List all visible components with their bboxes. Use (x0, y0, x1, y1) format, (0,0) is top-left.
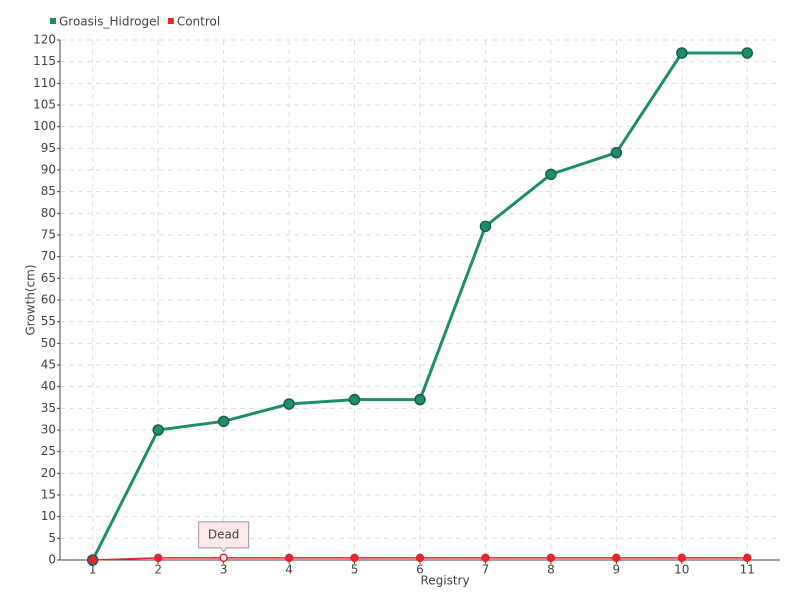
y-tick-label: 110 (33, 76, 56, 90)
x-tick-label: 3 (220, 563, 228, 577)
x-tick-label: 2 (154, 563, 162, 577)
x-axis-label: Registry (420, 574, 469, 588)
data-point (88, 555, 97, 565)
y-tick-label: 120 (33, 33, 56, 47)
y-tick-label: 40 (41, 379, 56, 393)
annotation-box (198, 521, 250, 553)
y-tick-label: 35 (41, 401, 56, 415)
x-tick-label: 6 (416, 563, 424, 577)
x-tick-label: 8 (547, 563, 555, 577)
y-tick-label: 90 (41, 163, 56, 177)
data-point (152, 424, 164, 436)
data-point (677, 553, 687, 563)
data-point (414, 393, 426, 406)
y-tick-label: 45 (41, 358, 56, 372)
y-tick-label: 105 (33, 98, 56, 112)
y-tick-label: 15 (41, 488, 56, 502)
y-tick-label: 20 (41, 466, 56, 480)
y-tick-label: 60 (41, 293, 56, 307)
annotation-text: Dead (208, 527, 240, 541)
y-tick-label: 10 (41, 509, 56, 523)
data-point (283, 398, 295, 410)
y-tick-label: 55 (41, 314, 56, 328)
y-tick-label: 80 (41, 206, 56, 220)
data-point (153, 553, 163, 563)
x-tick-label: 9 (613, 563, 621, 577)
data-point (481, 553, 490, 563)
data-point (350, 553, 359, 563)
y-tick-label: 5 (48, 531, 56, 545)
y-tick-label: 100 (33, 119, 56, 133)
legend-label: Control (177, 15, 220, 29)
data-point (741, 47, 754, 59)
data-point (348, 393, 361, 406)
data-point (284, 553, 294, 563)
y-tick-label: 25 (41, 444, 56, 458)
y-tick-label: 70 (41, 249, 56, 263)
data-point (743, 553, 752, 563)
legend-swatch (167, 18, 174, 24)
data-point (545, 168, 557, 181)
x-tick-label: 1 (89, 563, 97, 577)
data-point (610, 146, 623, 159)
y-tick-label: 75 (41, 228, 56, 242)
x-tick-label: 5 (351, 563, 359, 577)
data-point (217, 415, 230, 428)
y-tick-label: 30 (41, 423, 56, 437)
y-tick-label: 65 (41, 271, 56, 285)
y-tick-label: 50 (41, 336, 56, 350)
y-tick-label: 85 (41, 184, 56, 198)
y-axis-label: Growth(cm) (24, 264, 38, 335)
legend-label: Groasis_Hidrogel (59, 15, 160, 29)
data-point (612, 553, 621, 563)
y-tick-label: 95 (41, 141, 56, 155)
x-tick-label: 7 (482, 563, 490, 577)
legend-swatch (50, 18, 56, 24)
x-tick-label: 4 (285, 563, 293, 577)
data-point (479, 220, 492, 233)
data-point (676, 47, 688, 59)
x-tick-label: 11 (740, 563, 755, 577)
y-tick-label: 0 (48, 553, 56, 567)
y-tick-label: 115 (33, 54, 56, 68)
data-point (546, 553, 556, 563)
x-tick-label: 10 (674, 563, 689, 577)
data-point (219, 553, 228, 563)
data-point (415, 553, 425, 563)
